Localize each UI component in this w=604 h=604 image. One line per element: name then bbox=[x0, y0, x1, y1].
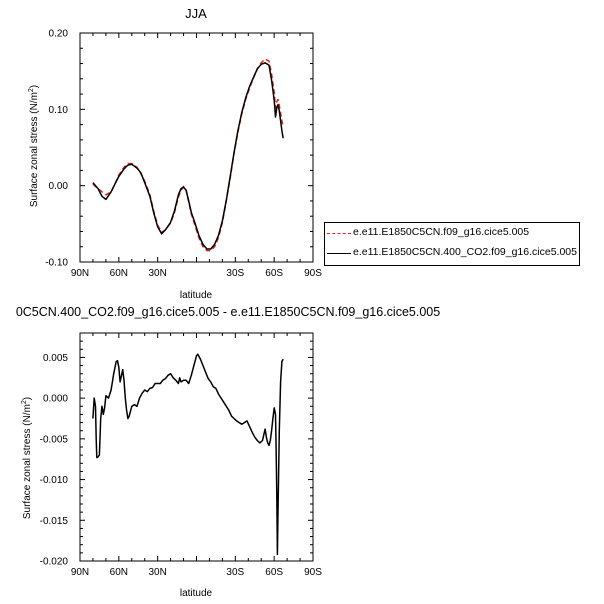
y-tick-label: -0.010 bbox=[40, 475, 69, 486]
y-tick-label: 0.00 bbox=[49, 181, 69, 192]
panel-bottom: 0C5CN.400_CO2.f09_g16.cice5.005 - e.e11.… bbox=[16, 305, 440, 599]
y-axis-label: Surface zonal stress (N/m2) bbox=[28, 85, 40, 207]
series-line-1 bbox=[92, 62, 284, 250]
plot-area: 90N 60N 30N 30S 60S 90S -0.10 0.00 0.10 0.20 bbox=[45, 29, 322, 280]
x-tick-label: 30N bbox=[148, 268, 166, 279]
x-tick-label: 90N bbox=[71, 567, 89, 578]
legend-item: e.e11.E1850C5CN.f09_g16.cice5.005 bbox=[325, 223, 579, 243]
x-tick-label: 90N bbox=[71, 268, 89, 279]
series-line-0 bbox=[92, 353, 284, 556]
legend-item: e.e11.E1850C5CN.400_CO2.f09_g16.cice5.00… bbox=[325, 243, 579, 263]
y-axis-label: Surface zonal stress (N/m2) bbox=[21, 397, 33, 519]
y-tick-label: 0.000 bbox=[43, 394, 68, 405]
x-tick-label: 60N bbox=[110, 268, 128, 279]
x-axis-label: latitude bbox=[180, 588, 213, 599]
panel-top: JJA Surface zonal stress (N/m2) latitude… bbox=[28, 6, 322, 301]
y-tick-label: -0.10 bbox=[45, 258, 68, 269]
chart-title: 0C5CN.400_CO2.f09_g16.cice5.005 - e.e11.… bbox=[16, 305, 440, 319]
x-tick-label: 60S bbox=[265, 268, 283, 279]
x-axis-label: latitude bbox=[180, 290, 213, 301]
x-tick-label: 30N bbox=[148, 567, 166, 578]
series-line-0 bbox=[92, 58, 284, 252]
legend-swatch-solid bbox=[327, 253, 351, 254]
x-tick-label: 60N bbox=[110, 567, 128, 578]
y-tick-label: -0.015 bbox=[40, 516, 69, 527]
x-tick-label: 60S bbox=[265, 567, 283, 578]
x-tick-label: 30S bbox=[226, 567, 244, 578]
x-tick-label: 90S bbox=[304, 567, 322, 578]
legend-label: e.e11.E1850C5CN.f09_g16.cice5.005 bbox=[353, 226, 530, 238]
y-tick-label: 0.10 bbox=[49, 105, 69, 116]
x-tick-label: 30S bbox=[226, 268, 244, 279]
y-tick-label: -0.020 bbox=[40, 557, 69, 568]
x-tick-label: 90S bbox=[304, 268, 322, 279]
y-tick-label: 0.005 bbox=[43, 353, 68, 364]
plot-area: 90N 60N 30N 30S 60S 90S -0.020 -0.015 -0.010 -0.0… bbox=[40, 332, 322, 578]
y-tick-label: 0.20 bbox=[49, 29, 69, 40]
legend-swatch-dashed bbox=[327, 233, 351, 234]
legend: e.e11.E1850C5CN.f09_g16.cice5.005 e.e11.… bbox=[324, 222, 580, 266]
legend-label: e.e11.E1850C5CN.400_CO2.f09_g16.cice5.00… bbox=[353, 246, 577, 258]
y-tick-label: -0.005 bbox=[40, 434, 69, 445]
chart-title: JJA bbox=[185, 6, 207, 21]
